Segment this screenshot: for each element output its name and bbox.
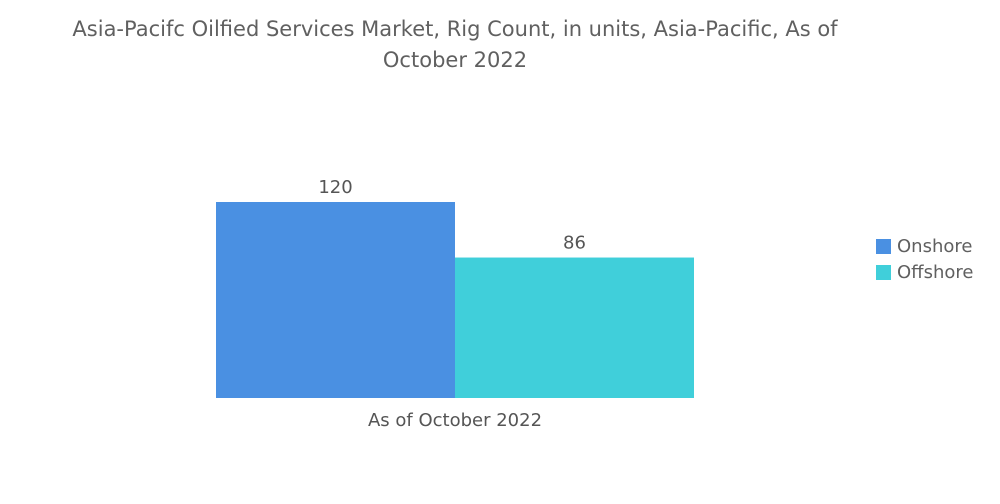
legend-label-onshore: Onshore bbox=[897, 235, 973, 257]
x-tick-label: As of October 2022 bbox=[368, 410, 542, 431]
legend-swatch-offshore bbox=[876, 264, 891, 280]
x-axis: As of October 2022 bbox=[368, 410, 542, 431]
legend: Onshore Offshore bbox=[876, 233, 973, 285]
data-label-offshore: 86 bbox=[563, 233, 586, 254]
bar-onshore bbox=[216, 202, 455, 398]
bar-offshore bbox=[455, 257, 694, 398]
chart-title: Asia-Pacifc Oilfied Services Market, Rig… bbox=[72, 17, 838, 72]
labels-layer: 120 86 bbox=[318, 177, 586, 254]
legend-item-offshore: Offshore bbox=[876, 259, 973, 285]
legend-item-onshore: Onshore bbox=[876, 233, 973, 259]
legend-swatch-onshore bbox=[876, 238, 891, 254]
data-label-onshore: 120 bbox=[318, 177, 352, 198]
bars-layer bbox=[216, 202, 694, 398]
legend-label-offshore: Offshore bbox=[897, 261, 974, 283]
